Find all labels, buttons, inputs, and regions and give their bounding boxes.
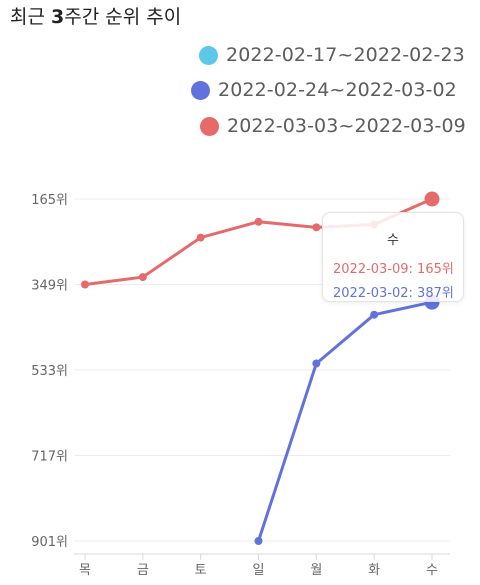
data-point[interactable] xyxy=(312,359,321,368)
legend-marker xyxy=(200,116,219,136)
legend-label: 2022-03-03~2022-03-09 xyxy=(227,115,466,137)
data-point[interactable] xyxy=(370,310,379,319)
series-points xyxy=(81,191,440,545)
x-tick-label: 월 xyxy=(310,563,322,578)
data-point[interactable] xyxy=(81,280,89,289)
tooltip: 수 2022-03-09: 165위 2022-03-02: 387위 xyxy=(322,212,464,302)
legend-item-3[interactable]: 2022-03-03~2022-03-09 xyxy=(200,111,466,141)
y-axis: 165위 349위 533위 717위 901위 xyxy=(31,193,68,550)
y-tick-label: 901위 xyxy=(31,535,68,550)
title-part-2: 3 xyxy=(51,6,65,28)
x-tick-label: 토 xyxy=(195,563,207,578)
y-tick-label: 717위 xyxy=(31,450,68,465)
title-part-3: 주간 순위 추이 xyxy=(64,6,182,28)
legend-label: 2022-02-17~2022-02-23 xyxy=(226,44,465,66)
x-tick-label: 금 xyxy=(137,563,149,578)
y-tick-label: 349위 xyxy=(31,279,68,294)
data-point[interactable] xyxy=(424,191,440,207)
data-point[interactable] xyxy=(312,223,321,232)
data-point[interactable] xyxy=(254,537,263,545)
data-point[interactable] xyxy=(138,273,147,282)
x-tick-label: 화 xyxy=(368,563,380,578)
legend-marker xyxy=(191,80,210,100)
data-point[interactable] xyxy=(254,217,263,226)
tooltip-line-previous: 2022-03-02: 387위 xyxy=(333,286,454,301)
tooltip-line-current: 2022-03-09: 165위 xyxy=(333,262,454,277)
legend-marker xyxy=(199,45,218,65)
tooltip-title: 수 xyxy=(387,233,399,248)
x-tick-label: 수 xyxy=(426,563,438,578)
x-tick-label: 목 xyxy=(79,563,91,578)
x-tick-label: 일 xyxy=(253,563,265,578)
y-tick-label: 533위 xyxy=(31,364,68,379)
legend-label: 2022-02-24~2022-03-02 xyxy=(218,79,457,101)
legend-item-2[interactable]: 2022-02-24~2022-03-02 xyxy=(191,75,457,105)
y-tick-label: 165위 xyxy=(31,193,68,208)
chart-title: 최근 3주간 순위 추이 xyxy=(10,2,181,29)
legend: 2022-02-17~2022-02-23 2022-02-24~2022-03… xyxy=(0,34,480,144)
data-point[interactable] xyxy=(196,233,205,242)
title-part-1: 최근 xyxy=(10,6,51,28)
legend-item-1[interactable]: 2022-02-17~2022-02-23 xyxy=(199,40,465,70)
series-line-2 xyxy=(257,300,434,543)
